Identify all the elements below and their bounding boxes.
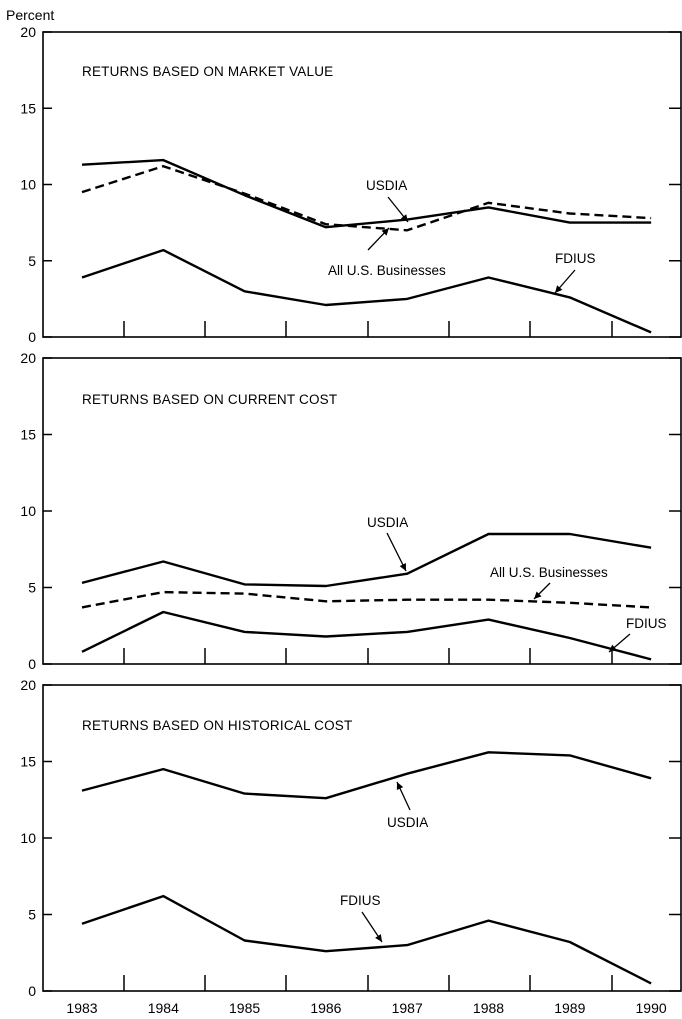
x-tick-label: 1990 bbox=[636, 1000, 667, 1016]
arrow-head bbox=[555, 285, 563, 293]
series-line bbox=[81, 610, 652, 661]
arrow-head bbox=[399, 563, 406, 571]
x-tick-label: 1986 bbox=[310, 1000, 341, 1016]
series-label: USDIA bbox=[366, 178, 407, 193]
series-label: FDIUS bbox=[626, 616, 667, 631]
arrow-head bbox=[396, 782, 404, 790]
panel-title: RETURNS BASED ON MARKET VALUE bbox=[82, 64, 333, 79]
panel-title: RETURNS BASED ON HISTORICAL COST bbox=[82, 718, 352, 733]
series-label: All U.S. Businesses bbox=[328, 263, 446, 278]
series-line bbox=[81, 164, 652, 232]
series-label: All U.S. Businesses bbox=[490, 565, 608, 580]
y-tick-label: 15 bbox=[20, 100, 36, 116]
x-tick-label: 1983 bbox=[66, 1000, 97, 1016]
y-unit-label: Percent bbox=[6, 7, 54, 23]
y-tick-label: 0 bbox=[28, 329, 36, 345]
series-label: FDIUS bbox=[340, 893, 381, 908]
x-tick-label: 1987 bbox=[392, 1000, 423, 1016]
arrow-head bbox=[375, 934, 382, 942]
y-tick-label: 10 bbox=[20, 830, 36, 846]
x-tick-label: 1985 bbox=[229, 1000, 260, 1016]
series-line bbox=[81, 751, 652, 800]
y-tick-label: 5 bbox=[28, 580, 36, 596]
y-tick-label: 10 bbox=[20, 177, 36, 193]
y-tick-label: 15 bbox=[20, 427, 36, 443]
series-label: USDIA bbox=[387, 815, 428, 830]
arrow-head bbox=[609, 644, 617, 652]
y-tick-label: 0 bbox=[28, 983, 36, 999]
series-label: FDIUS bbox=[555, 251, 596, 266]
series-line bbox=[81, 158, 652, 229]
arrow-head bbox=[534, 591, 542, 599]
y-tick-label: 5 bbox=[28, 253, 36, 269]
x-tick-label: 1988 bbox=[473, 1000, 504, 1016]
y-tick-label: 20 bbox=[20, 350, 36, 366]
series-line bbox=[81, 894, 652, 985]
y-tick-label: 10 bbox=[20, 503, 36, 519]
y-tick-label: 20 bbox=[20, 677, 36, 693]
panel-title: RETURNS BASED ON CURRENT COST bbox=[82, 392, 337, 407]
arrow-head bbox=[381, 228, 389, 236]
x-tick-label: 1989 bbox=[554, 1000, 585, 1016]
y-tick-label: 5 bbox=[28, 907, 36, 923]
series-line bbox=[81, 248, 652, 334]
series-line bbox=[81, 590, 652, 609]
y-tick-label: 20 bbox=[20, 24, 36, 40]
y-tick-label: 0 bbox=[28, 656, 36, 672]
series-label: USDIA bbox=[367, 515, 408, 530]
y-tick-label: 15 bbox=[20, 754, 36, 770]
series-line bbox=[81, 532, 652, 588]
x-tick-label: 1984 bbox=[148, 1000, 179, 1016]
arrow-head bbox=[400, 214, 408, 222]
